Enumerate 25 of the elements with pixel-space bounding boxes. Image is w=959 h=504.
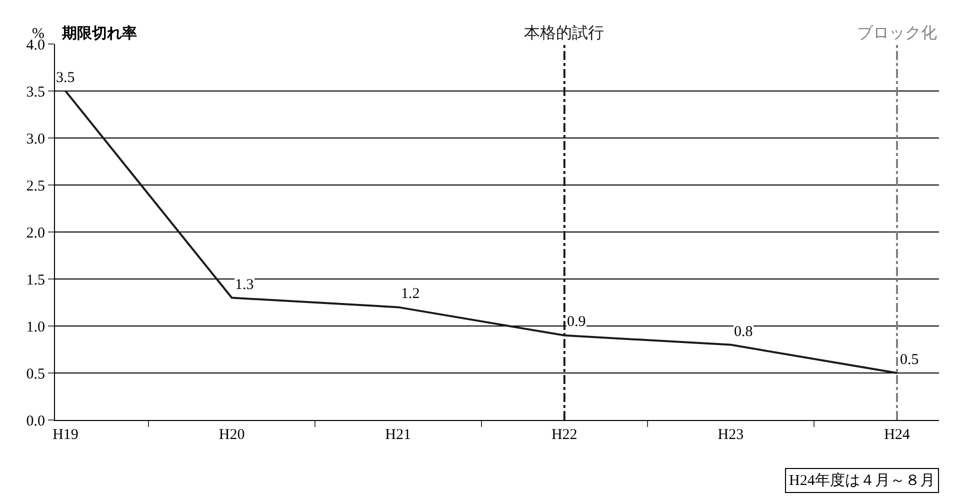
data-label: 0.8 [734,324,753,340]
data-label: 3.5 [56,70,75,86]
x-tick-label: H24 [884,427,910,443]
text: H24年度は４月～８月 [789,472,935,489]
y-tick-label: 0.0 [26,413,45,430]
data-label: 0.5 [900,352,919,368]
ref-line-label: ブロック化 [857,24,937,42]
x-tick-label: H23 [718,427,744,443]
x-tick-label: H20 [218,427,245,443]
ref-line-label: 本格的試行 [524,24,604,42]
y-tick-label: 3.0 [26,131,45,148]
data-label: 0.9 [567,314,586,330]
y-tick-label: 1.0 [26,319,45,336]
data-label: 1.3 [235,277,254,293]
chart-title: 期限切れ率 [61,24,137,42]
x-tick-label: H21 [385,427,412,443]
x-tick-label: H19 [52,427,78,443]
y-tick-label: 1.5 [26,272,45,288]
y-tick-label: 2.0 [26,225,45,242]
y-tick-label: 2.5 [26,178,45,194]
y-tick-label: 4.0 [26,37,45,54]
y-tick-label: 3.5 [26,84,45,100]
data-label: 1.2 [401,286,420,302]
x-tick-label: H22 [551,427,578,443]
y-tick-label: 0.5 [26,366,45,382]
